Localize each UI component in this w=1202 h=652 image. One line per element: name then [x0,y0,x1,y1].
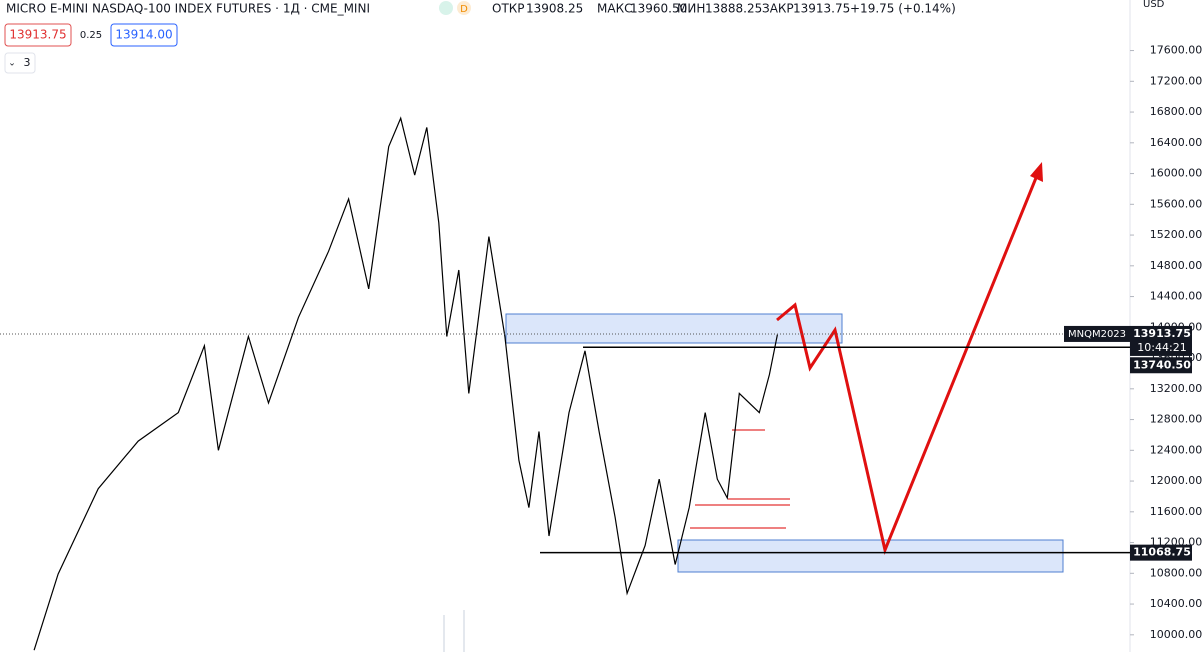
y-tick-label: 16000.00 [1150,167,1202,180]
level-label: 11068.75 [1133,546,1191,559]
y-tick-label: 17200.00 [1150,74,1202,87]
level-label: 13740.50 [1133,358,1191,371]
symbol-tag [1064,325,1130,342]
price-line [33,116,778,651]
y-tick-label: 16800.00 [1150,105,1202,118]
y-tick-label: 17600.00 [1150,44,1202,57]
y-tick-label: 16400.00 [1150,136,1202,149]
y-tick-label: 14800.00 [1150,259,1202,272]
spread: 0.25 [80,30,102,41]
zone [677,539,1064,573]
currency[interactable]: USD [1143,0,1165,10]
y-tick-label: 10400.00 [1150,597,1202,610]
y-tick-label: 10000.00 [1150,628,1202,641]
volume-ticks [443,610,465,652]
ohlc-value: 13960.50 [630,2,687,16]
y-tick-label: 11600.00 [1150,505,1202,518]
sell-price[interactable]: 13913.75 [9,28,66,42]
ohlc-label: ОТКР [492,2,525,16]
buy-button[interactable] [110,23,178,47]
last-price-tag [1130,325,1192,356]
badge: D [460,4,468,15]
symbol-title: MICRO E-MINI NASDAQ-100 INDEX FUTURES · … [6,2,370,16]
zone [505,313,843,344]
y-tick-label: 13200.00 [1150,382,1202,395]
arrow-head [1030,162,1043,182]
y-tick-label: 12000.00 [1150,474,1202,487]
badge-bg [457,1,471,15]
ohlc-label: ЗАКР [762,2,794,16]
last-price-label: 13913.75 [1133,327,1191,340]
countdown: 10:44:21 [1137,341,1186,354]
y-tick-label: 15600.00 [1150,197,1202,210]
level-tag [1130,544,1192,561]
ohlc-value: 13913.75 [793,2,850,16]
chevron[interactable]: ⌄ [8,59,16,69]
forecast-arrow [776,167,1042,555]
y-tick-label: 10800.00 [1150,566,1202,579]
ohlc-value: 13908.25 [526,2,583,16]
status-dot [439,1,453,15]
sell-button[interactable] [4,23,72,47]
minor-levels [690,429,790,529]
indicator-toggle[interactable] [4,52,36,74]
y-tick-label: 14400.00 [1150,290,1202,303]
ohlc-change: +19.75 (+0.14%) [850,2,956,16]
ohlc-label: МИН [677,2,705,16]
indicator-count[interactable]: 3 [24,56,31,69]
y-tick-label: 12800.00 [1150,413,1202,426]
symbol-tag-text: MNQM2023 [1068,329,1126,340]
y-tick-label: 15200.00 [1150,228,1202,241]
y-tick-label: 12400.00 [1150,443,1202,456]
ohlc-value: 13888.25 [705,2,762,16]
buy-price[interactable]: 13914.00 [115,28,172,42]
ohlc-label: МАКС [597,2,632,16]
level-tag [1130,357,1192,374]
